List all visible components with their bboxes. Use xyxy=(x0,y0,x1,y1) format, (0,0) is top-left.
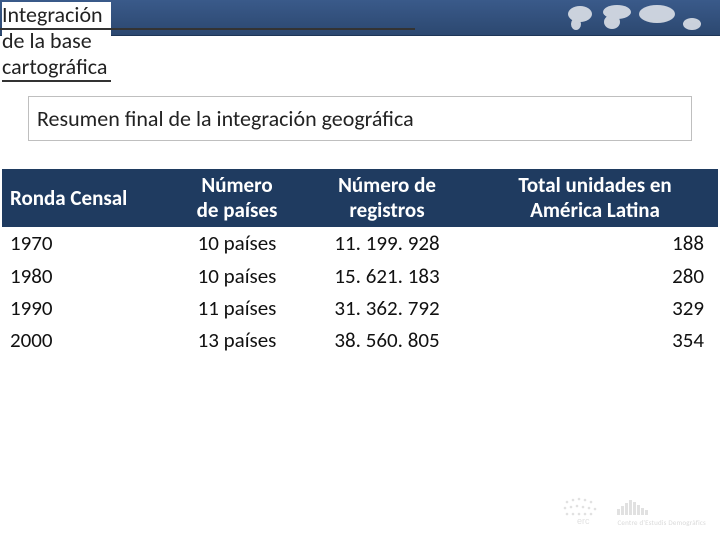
erc-logo-icon: erc xyxy=(561,496,607,526)
cell-reg: 38. 560. 805 xyxy=(302,324,472,356)
col-header-registros-l2: registros xyxy=(349,197,424,223)
table-row: 1980 10 países 15. 621. 183 280 xyxy=(2,260,718,292)
ced-logo-icon: Centre d'Estudis Demogràfics xyxy=(617,497,706,526)
col-header-registros-l1: Número de xyxy=(338,172,436,198)
world-map-icon xyxy=(562,2,712,32)
summary-table: Ronda Censal Número de países Número de … xyxy=(2,169,718,357)
footer-logos: erc Centre d'Estudis Demogràfics xyxy=(561,496,706,526)
cell-total: 329 xyxy=(472,292,718,324)
cell-paises: 10 países xyxy=(172,260,302,292)
cell-ronda: 1970 xyxy=(2,227,172,259)
page-title: Integración de la base cartográfica xyxy=(2,2,111,82)
cell-paises: 13 países xyxy=(172,324,302,356)
title-underline xyxy=(0,28,415,30)
cell-reg: 31. 362. 792 xyxy=(302,292,472,324)
col-header-paises-l1: Número xyxy=(201,172,272,198)
col-header-registros: Número de registros xyxy=(302,169,472,227)
table-row: 1990 11 países 31. 362. 792 329 xyxy=(2,292,718,324)
col-header-paises: Número de países xyxy=(172,169,302,227)
col-header-total: Total unidades en América Latina xyxy=(472,169,718,227)
table-row: 1970 10 países 11. 199. 928 188 xyxy=(2,227,718,259)
col-header-total-l2: América Latina xyxy=(530,197,660,223)
table-row: 2000 13 países 38. 560. 805 354 xyxy=(2,324,718,356)
cell-total: 354 xyxy=(472,324,718,356)
col-header-paises-l2: de países xyxy=(197,197,278,223)
subtitle-box: Resumen final de la integración geográfi… xyxy=(28,96,692,141)
header-bar: Integración de la base cartográfica xyxy=(0,0,720,36)
subtitle-text: Resumen final de la integración geográfi… xyxy=(37,105,683,132)
cell-total: 188 xyxy=(472,227,718,259)
cell-reg: 15. 621. 183 xyxy=(302,260,472,292)
cell-ronda: 1980 xyxy=(2,260,172,292)
cell-paises: 10 países xyxy=(172,227,302,259)
cell-ronda: 2000 xyxy=(2,324,172,356)
cell-reg: 11. 199. 928 xyxy=(302,227,472,259)
table-header-row: Ronda Censal Número de países Número de … xyxy=(2,169,718,227)
cell-total: 280 xyxy=(472,260,718,292)
cell-paises: 11 países xyxy=(172,292,302,324)
col-header-total-l1: Total unidades en xyxy=(518,172,671,198)
col-header-ronda-l1: Ronda Censal xyxy=(10,185,127,211)
cell-ronda: 1990 xyxy=(2,292,172,324)
col-header-ronda: Ronda Censal xyxy=(2,169,172,227)
ced-label: Centre d'Estudis Demogràfics xyxy=(617,519,706,526)
erc-text: erc xyxy=(577,516,590,526)
